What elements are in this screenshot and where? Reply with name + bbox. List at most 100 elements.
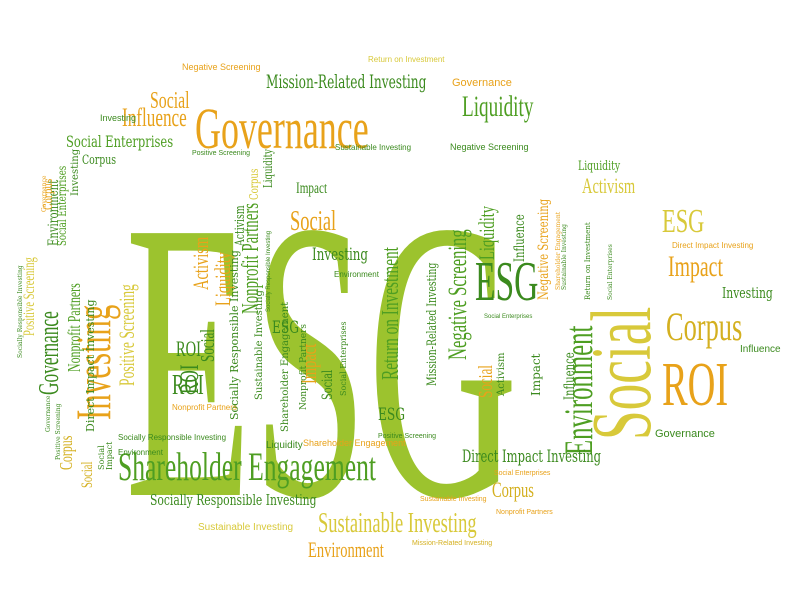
word-sustainable-investing-small: Sustainable Investing: [335, 143, 411, 152]
word-impact-vertical-small: Impact: [529, 353, 543, 396]
word-socially-responsible-left: Socially Responsible Investing: [118, 433, 226, 442]
word-activism-vertical-small: Activism: [496, 352, 507, 397]
word-impact-left-tiny: Impact: [105, 441, 114, 470]
word-return-on-investment-right-tiny: Return on Investment: [584, 222, 592, 300]
word-mission-related-top: Mission-Related Investing: [266, 70, 426, 93]
word-influence-vertical-mid: Influence: [561, 352, 577, 400]
word-corpus-top: Corpus: [82, 151, 116, 167]
word-environment-left-vertical: Environment: [45, 180, 61, 246]
word-shareholder-engagement-small: Shareholder Engagement: [303, 438, 406, 448]
word-nonprofit-partners-left: Nonprofit Partners: [238, 203, 264, 314]
word-impact-right: Impact: [668, 250, 723, 283]
word-liquidity-left: Liquidity: [211, 251, 236, 306]
word-direct-impact-left: Direct Impact Investing: [84, 300, 97, 433]
word-roi-right: ROI: [662, 351, 728, 420]
word-esg-lower-center: ESG: [378, 405, 405, 425]
word-investing-center: Investing: [312, 245, 368, 265]
word-social-left-vertical: Social: [196, 329, 218, 362]
word-investing-left-vertical-small: Investing: [70, 148, 81, 196]
word-social-enterprises-bottom: Social Enterprises: [494, 470, 551, 477]
word-corpus-bottom: Corpus: [492, 478, 534, 503]
word-roi-small: ROI: [172, 370, 204, 401]
word-positive-screening-left-bottom-tiny: Positive Screening: [55, 403, 62, 460]
word-return-on-investment-top: Return on Investment: [368, 55, 445, 64]
word-direct-impact-bottom: Direct Impact Investing: [462, 448, 601, 467]
word-shareholder-engagement: Shareholder Engagement: [118, 445, 377, 489]
word-social-mid-vertical: Social: [319, 370, 335, 400]
word-socially-responsible-vertical: Socially Responsible Investing: [228, 250, 241, 420]
word-negative-screening-vertical-right: Negative Screening: [535, 199, 551, 300]
word-socially-responsible-left-tiny: Socially Responsible Investing: [17, 265, 24, 358]
word-activism-left: Activism: [189, 236, 214, 290]
word-impact-mid-vertical: Impact: [297, 343, 322, 384]
word-social-enterprises-vertical: Social Enterprises: [339, 322, 348, 396]
word-socially-responsible-tiny-center: Socially Responsible Investing: [266, 231, 272, 312]
word-activism-right: Activism: [582, 174, 636, 199]
word-liquidity-right: Liquidity: [578, 157, 621, 173]
word-governance-large: Governance: [195, 98, 369, 162]
word-roi-left-vertical: ROI: [174, 364, 204, 394]
word-shareholder-engagement-vertical: Shareholder Engagement: [280, 302, 291, 432]
word-social-enterprises-left-vertical: Social Enterprises: [56, 166, 70, 246]
word-social-left-tiny: Social: [97, 445, 106, 470]
word-activism-small: Activism: [231, 205, 247, 247]
word-environment-center: Environment: [334, 270, 380, 279]
word-investing-right: Investing: [722, 285, 773, 302]
word-sustainable-investing-vertical: Sustainable Investing: [254, 290, 265, 400]
word-environment-bottom: Environment: [308, 538, 384, 563]
word-social-influence: Social: [150, 88, 190, 114]
word-nonprofit-partners-vertical-center: Nonprofit Partners: [299, 324, 309, 410]
word-esg-large: ESG: [125, 139, 518, 582]
word-sustainable-investing-tiny: Sustainable Investing: [420, 496, 487, 503]
word-roi-upper-small: ROI: [176, 337, 201, 362]
word-environment-vertical: Environment: [557, 325, 601, 455]
word-negative-screening-topleft: Negative Screening: [182, 62, 261, 72]
word-social-enterprises-right-tiny: Social Enterprises: [607, 244, 614, 300]
word-corpus-left-small: Corpus: [57, 436, 77, 470]
word-sustainable-investing-bottom: Sustainable Investing: [318, 508, 477, 539]
word-governance-right: Governance: [655, 428, 715, 440]
word-nonprofit-partners-left-h: Nonprofit Partners: [172, 403, 237, 412]
word-social-vertical-large: Social: [574, 307, 669, 440]
word-social-enterprises-top: Social Enterprises: [66, 133, 173, 151]
word-socially-responsible-bottom: Socially Responsible Investing: [150, 492, 317, 509]
word-positive-screening-far-left: Positive Screening: [20, 257, 38, 336]
word-impact-center: Impact: [296, 179, 327, 196]
word-esg-mid: ESG: [475, 250, 538, 312]
word-positive-screening-left: Positive Screening: [115, 284, 139, 386]
word-governance-top: Governance: [452, 77, 512, 89]
word-liquidity-top-vertical: Liquidity: [262, 149, 276, 188]
word-shareholder-engagement-right-tiny: Shareholder Engagement: [555, 211, 562, 290]
word-return-on-investment-vertical: Return on Investment: [378, 247, 404, 380]
word-liquidity-vertical: Liquidity: [475, 205, 500, 260]
word-liquidity-top: Liquidity: [462, 91, 534, 123]
word-social-vertical-small: Social: [474, 365, 496, 398]
word-social-enterprises-center-tiny: Social Enterprises: [484, 314, 532, 320]
word-influence-vertical: Influence: [511, 214, 527, 262]
word-social-center: Social: [290, 206, 337, 237]
word-influence-top: Influence: [122, 102, 187, 132]
word-corpus-right: Corpus: [666, 306, 742, 350]
word-esg-right: ESG: [662, 202, 704, 240]
word-environment-small-bottom: Environment: [118, 448, 164, 457]
word-sustainable-investing-right-tiny: Sustainable Investing: [561, 224, 568, 290]
word-influence-right: Influence: [740, 344, 781, 355]
word-sustainable-investing-bottom-small: Sustainable Investing: [198, 522, 293, 533]
word-negative-screening-top: Negative Screening: [450, 142, 529, 152]
word-positive-screening-small: Positive Screening: [192, 150, 250, 157]
word-governance-left-tiny: Governance: [41, 175, 48, 212]
word-mission-related-vertical: Mission-Related Investing: [423, 263, 439, 386]
word-positive-screening-tiny: Positive Screening: [378, 433, 436, 440]
word-mission-related-bottom: Mission-Related Investing: [412, 540, 492, 547]
word-corpus-left-vertical: Corpus: [42, 179, 56, 210]
word-governance-left-bottom-tiny: Governance: [45, 395, 52, 432]
word-investing-vertical: Investing: [66, 305, 121, 420]
word-investing-left-small: Investing: [100, 113, 136, 123]
word-social-left-small: Social: [78, 461, 96, 488]
word-governance-vertical: Governance: [34, 311, 65, 395]
word-esg-small-center: ESG: [272, 318, 299, 338]
word-negative-screening-vertical: Negative Screening: [443, 229, 472, 360]
word-direct-impact-right: Direct Impact Investing: [672, 241, 753, 250]
word-nonprofit-partners-tiny: Nonprofit Partners: [496, 509, 553, 516]
